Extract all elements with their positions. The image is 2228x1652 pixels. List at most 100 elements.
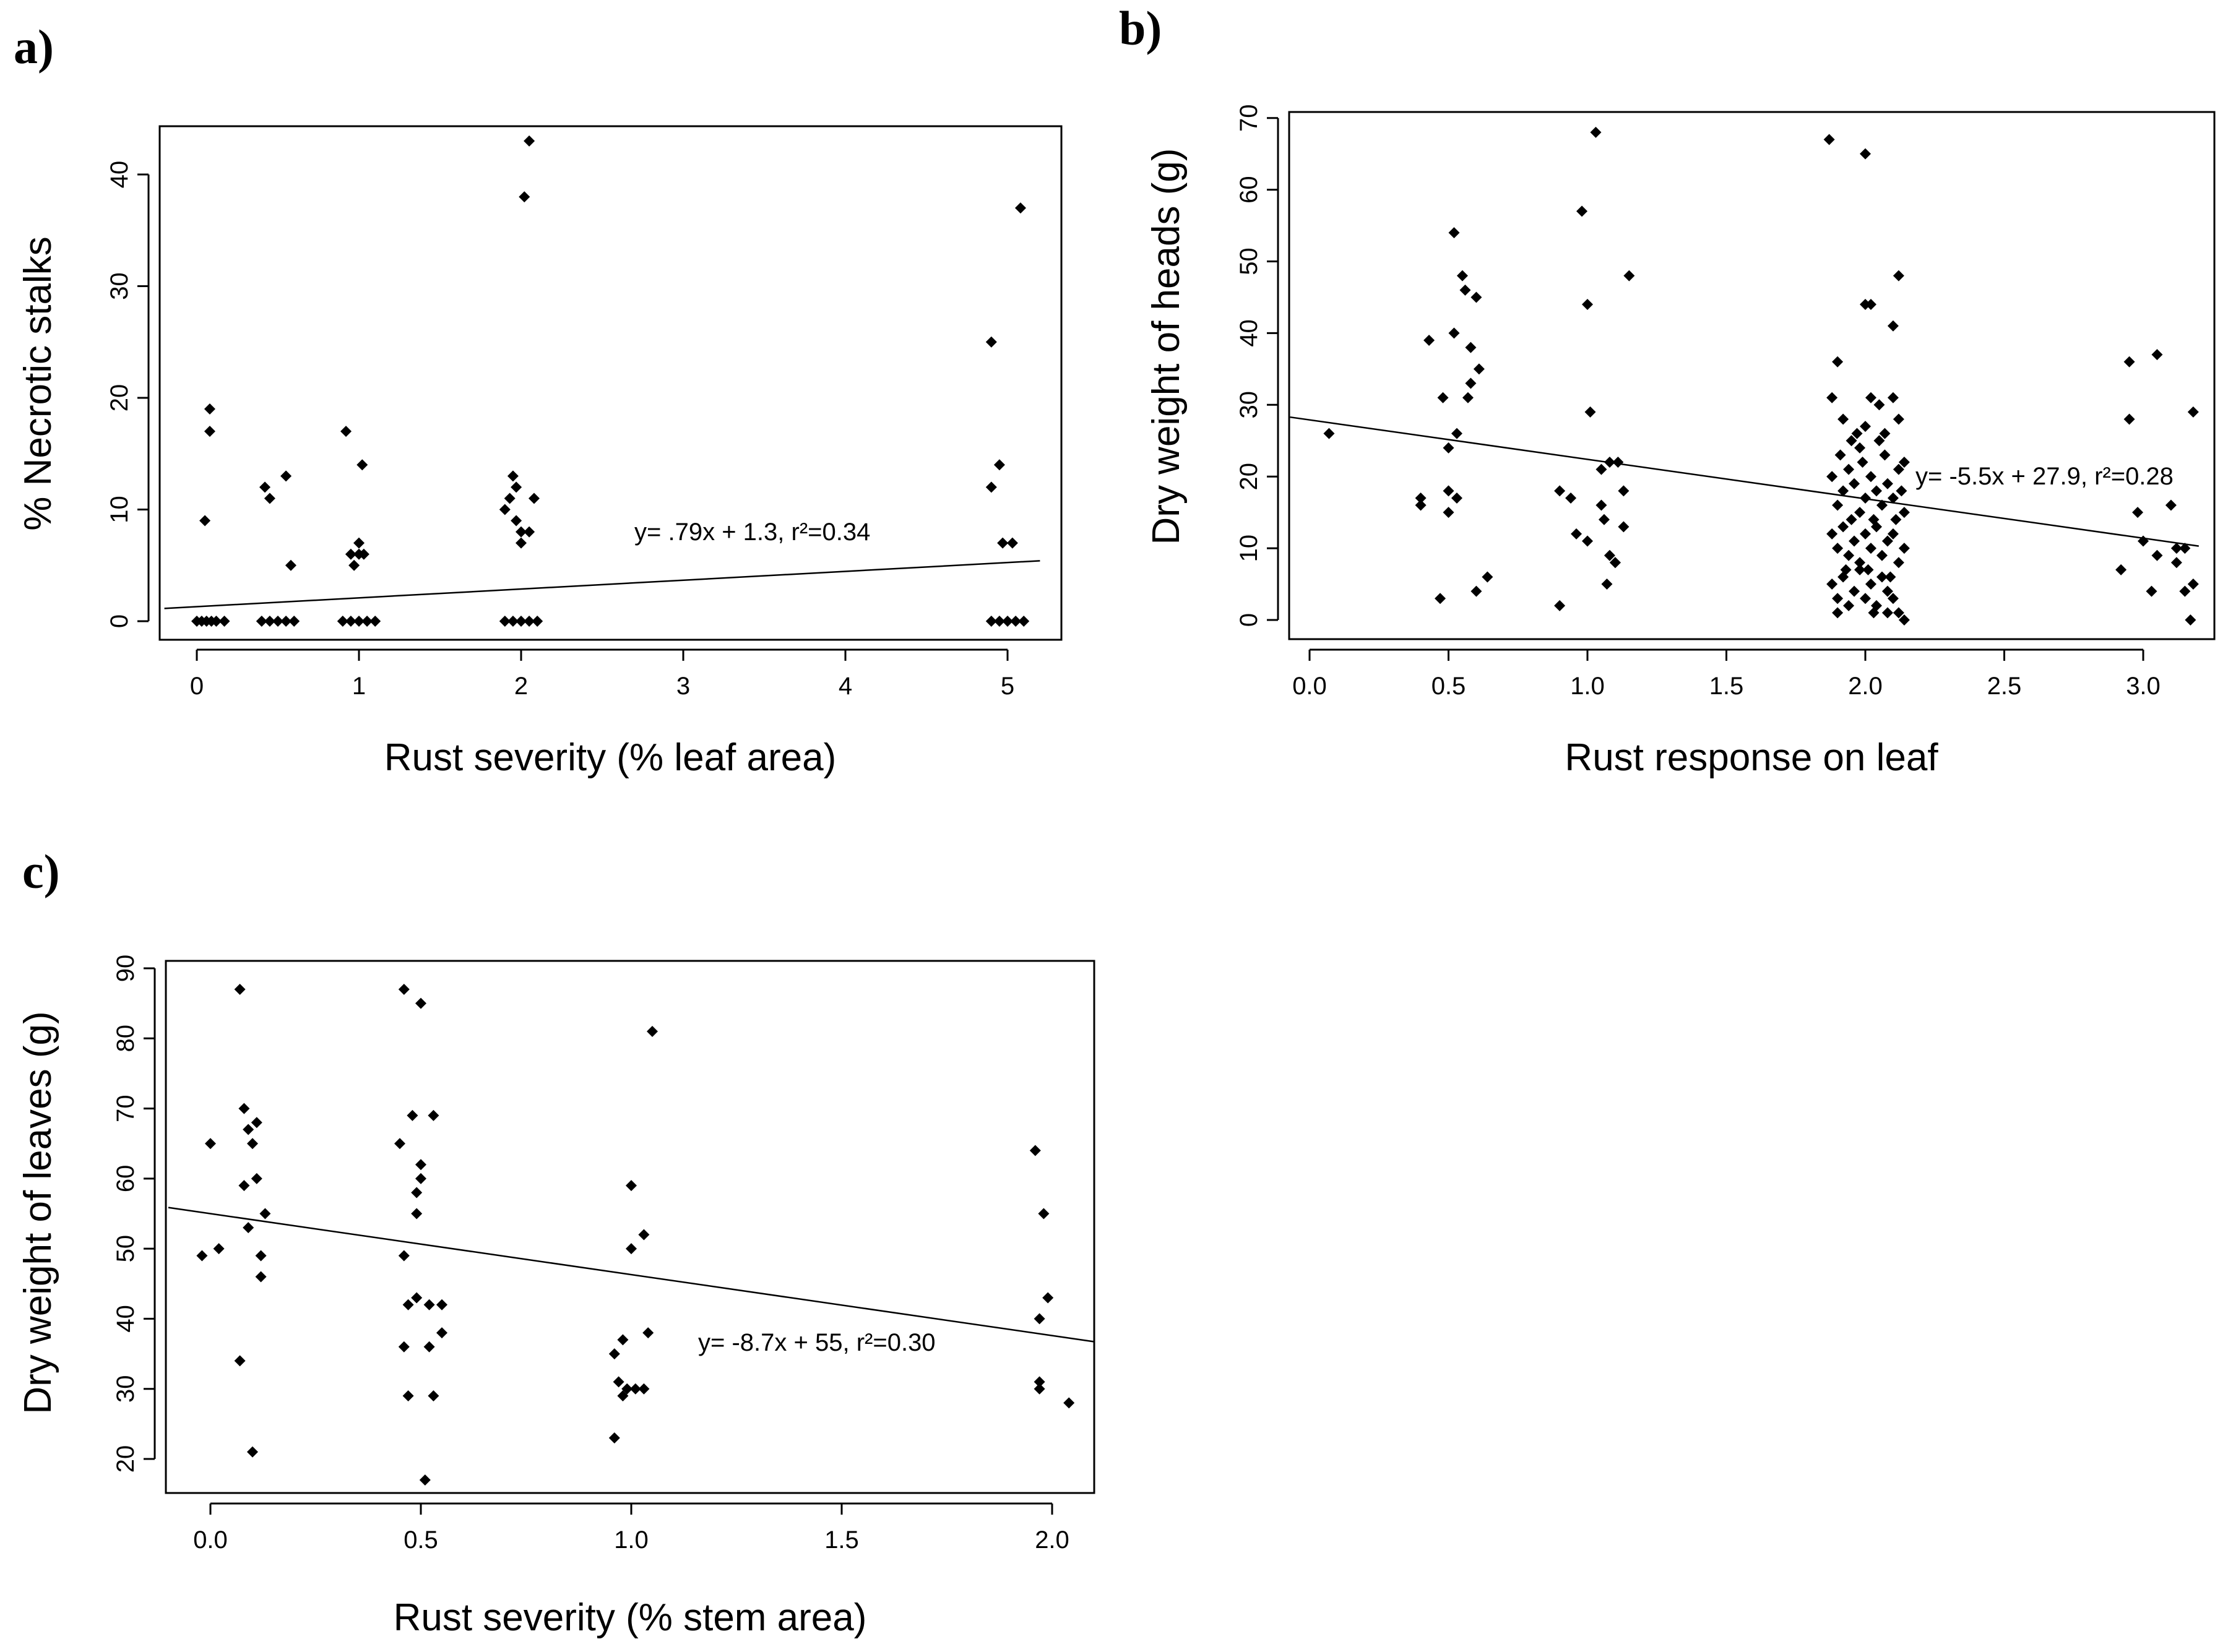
- data-point: [2138, 535, 2149, 547]
- data-point: [985, 336, 997, 348]
- x-tick-label: 0.5: [1431, 673, 1466, 700]
- data-point: [205, 1138, 216, 1150]
- data-point: [2115, 564, 2127, 575]
- data-point: [1851, 428, 1863, 439]
- y-tick-label: 50: [1235, 247, 1263, 275]
- data-point: [199, 515, 211, 527]
- data-point: [1881, 607, 1893, 619]
- data-point: [993, 616, 1005, 627]
- data-point: [1826, 579, 1838, 590]
- data-point: [1881, 535, 1893, 547]
- data-point: [234, 1355, 246, 1367]
- panel-b-plot-frame: [1288, 111, 2216, 640]
- data-point: [204, 403, 215, 415]
- data-point: [1423, 334, 1435, 346]
- data-point: [337, 616, 348, 627]
- data-point: [1898, 457, 1910, 468]
- data-point: [1465, 377, 1477, 389]
- data-point: [234, 983, 246, 995]
- data-point: [1860, 421, 1871, 432]
- data-point: [507, 470, 519, 482]
- data-point: [1893, 413, 1904, 425]
- data-point: [1846, 514, 1857, 525]
- panel-b-plot-area: [1290, 126, 2199, 626]
- data-point: [524, 526, 535, 538]
- y-tick-label: 50: [112, 1235, 139, 1263]
- data-point: [507, 616, 519, 627]
- panel-b: b) 0.0 0.5 1.0 1.5 2.0 2.5 3.0 0 10 20 30 40 50 60 70…: [1119, 1, 2216, 779]
- data-point: [1837, 485, 1849, 497]
- data-point: [436, 1299, 447, 1310]
- x-tick-label: 0: [190, 673, 204, 700]
- data-point: [1879, 428, 1891, 439]
- data-point: [196, 1250, 208, 1262]
- data-point: [415, 1159, 426, 1171]
- data-point: [2170, 557, 2182, 569]
- data-point: [2151, 549, 2163, 561]
- x-tick-label: 0.0: [1292, 673, 1327, 700]
- panel-c-y-axis: 20 30 40 50 60 70 80 90: [112, 955, 156, 1473]
- data-point: [353, 616, 365, 627]
- data-point: [617, 1334, 629, 1346]
- data-point: [1618, 521, 1630, 533]
- y-tick-label: 40: [112, 1305, 139, 1333]
- data-point: [1873, 399, 1885, 411]
- data-point: [255, 1271, 267, 1283]
- data-point: [626, 1180, 637, 1192]
- data-point: [2132, 507, 2144, 518]
- x-tick-label: 2.5: [1987, 673, 2022, 700]
- data-point: [1890, 514, 1902, 525]
- data-point: [642, 1327, 654, 1339]
- data-point: [519, 191, 530, 203]
- data-point: [1873, 435, 1885, 447]
- data-point: [1849, 535, 1860, 547]
- data-point: [1834, 449, 1846, 461]
- data-point: [428, 1109, 439, 1121]
- data-point: [1826, 528, 1838, 540]
- data-point: [213, 1243, 225, 1255]
- data-point: [1843, 463, 1855, 475]
- data-point: [1854, 564, 1866, 575]
- panel-a: a) 0 1 2 3 4 5 0 10 20 30 40 Rust severity (% lea…: [14, 20, 1063, 779]
- x-tick-label: 5: [1001, 673, 1014, 700]
- data-point: [1465, 342, 1477, 353]
- data-point: [1595, 499, 1607, 511]
- data-point: [608, 1348, 620, 1360]
- data-point: [1063, 1397, 1075, 1409]
- data-point: [1437, 392, 1449, 403]
- data-point: [1470, 585, 1482, 597]
- data-point: [2187, 579, 2199, 590]
- data-point: [348, 559, 360, 571]
- data-point: [1018, 616, 1030, 627]
- data-point: [369, 616, 381, 627]
- data-point: [1470, 291, 1482, 303]
- panel-a-y-axis: 0 10 20 30 40: [106, 161, 150, 628]
- data-point: [1860, 492, 1871, 504]
- data-point: [2165, 499, 2177, 511]
- data-point: [1865, 471, 1876, 483]
- data-point: [1868, 514, 1880, 525]
- data-point: [2146, 585, 2157, 597]
- data-point: [247, 1446, 258, 1458]
- data-point: [256, 616, 267, 627]
- data-point: [1865, 579, 1876, 590]
- data-point: [1887, 528, 1899, 540]
- panel-c-y-axis-title: Dry weight of leaves (g): [17, 1011, 59, 1414]
- panel-a-x-axis-title: Rust severity (% leaf area): [384, 736, 836, 779]
- y-tick-label: 20: [112, 1445, 139, 1473]
- y-tick-label: 20: [1235, 463, 1263, 491]
- data-point: [288, 616, 300, 627]
- data-point: [1623, 270, 1635, 282]
- data-point: [353, 537, 365, 549]
- data-point: [1443, 507, 1454, 518]
- data-point: [238, 1180, 250, 1192]
- data-point: [1034, 1383, 1045, 1395]
- data-point: [2179, 585, 2191, 597]
- panel-b-x-axis-title: Rust response on leaf: [1565, 736, 1938, 779]
- data-point: [1576, 205, 1588, 217]
- data-point: [499, 616, 511, 627]
- y-tick-label: 80: [112, 1025, 139, 1052]
- data-point: [238, 1103, 250, 1114]
- data-point: [621, 1383, 633, 1395]
- panel-b-letter: b): [1119, 1, 1162, 55]
